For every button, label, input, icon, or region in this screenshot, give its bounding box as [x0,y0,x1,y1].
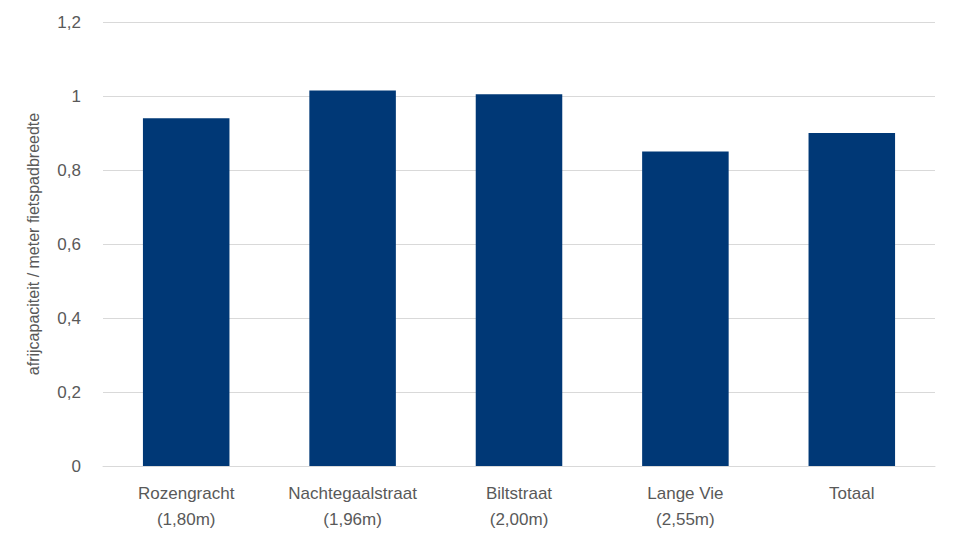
svg-text:(2,55m): (2,55m) [656,510,715,529]
svg-text:Biltstraat: Biltstraat [486,484,552,503]
svg-text:1: 1 [72,87,81,106]
svg-text:afrijcapaciteit / meter fietsp: afrijcapaciteit / meter fietspadbreedte [25,113,42,375]
svg-text:(1,80m): (1,80m) [157,510,216,529]
svg-text:(2,00m): (2,00m) [490,510,549,529]
svg-text:0,6: 0,6 [57,235,81,254]
svg-text:0,8: 0,8 [57,161,81,180]
svg-text:(1,96m): (1,96m) [323,510,382,529]
svg-text:0: 0 [72,457,81,476]
svg-text:Lange Vie: Lange Vie [647,484,723,503]
svg-text:0,2: 0,2 [57,383,81,402]
svg-text:0,4: 0,4 [57,309,81,328]
svg-text:Totaal: Totaal [829,484,874,503]
svg-text:Nachtegaalstraat: Nachtegaalstraat [288,484,417,503]
svg-text:1,2: 1,2 [57,13,81,32]
svg-text:Rozengracht: Rozengracht [138,484,235,503]
